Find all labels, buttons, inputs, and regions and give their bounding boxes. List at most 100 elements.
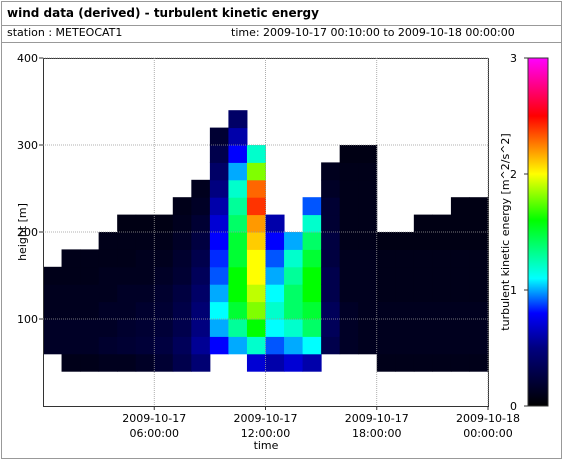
cell — [191, 232, 211, 250]
cell — [358, 266, 378, 285]
cell — [432, 284, 452, 303]
cell — [265, 214, 285, 233]
cell — [469, 214, 489, 233]
cell — [43, 301, 63, 320]
cell — [450, 232, 470, 250]
cell — [450, 319, 470, 337]
cell — [302, 353, 322, 372]
cell — [339, 284, 359, 303]
cell — [450, 301, 470, 320]
cell — [246, 284, 266, 303]
cell — [172, 197, 192, 216]
cell — [117, 353, 137, 372]
cell — [413, 301, 433, 320]
cell — [284, 301, 304, 320]
cell — [154, 266, 174, 285]
cell — [321, 214, 341, 233]
cell — [154, 214, 174, 233]
cell — [209, 284, 229, 303]
cell — [321, 232, 341, 250]
cell — [228, 249, 248, 268]
cell — [172, 301, 192, 320]
cell — [154, 353, 174, 372]
x-tick-label: 2009-10-17 06:00:00 — [122, 412, 187, 440]
cell — [413, 249, 433, 268]
cell — [432, 301, 452, 320]
colorbar-tick-label: 3 — [510, 52, 517, 65]
cell — [246, 179, 266, 198]
cell — [98, 301, 118, 320]
cell — [469, 284, 489, 303]
cell — [191, 353, 211, 372]
cell — [117, 319, 137, 337]
cell — [450, 214, 470, 233]
cell — [61, 266, 81, 285]
chart-title: wind data (derived) - turbulent kinetic … — [7, 6, 319, 20]
cell — [61, 353, 81, 372]
cell — [395, 319, 415, 337]
cell — [191, 336, 211, 355]
cell — [209, 179, 229, 198]
cell — [209, 336, 229, 355]
cell — [413, 319, 433, 337]
cell — [98, 249, 118, 268]
cell — [228, 232, 248, 250]
cell — [339, 145, 359, 163]
cell — [191, 197, 211, 216]
cell — [339, 179, 359, 198]
cell — [246, 197, 266, 216]
cell — [321, 284, 341, 303]
cell — [117, 214, 137, 233]
cell — [117, 301, 137, 320]
cell — [172, 214, 192, 233]
cell — [432, 266, 452, 285]
cell — [321, 319, 341, 337]
cell — [265, 301, 285, 320]
cell — [154, 284, 174, 303]
cell — [265, 353, 285, 372]
cell — [61, 301, 81, 320]
cell — [43, 336, 63, 355]
cell — [376, 284, 396, 303]
cell — [61, 336, 81, 355]
cell — [469, 319, 489, 337]
cell — [450, 266, 470, 285]
cell — [135, 301, 155, 320]
cell — [246, 162, 266, 181]
cell — [191, 284, 211, 303]
cell — [413, 266, 433, 285]
cell — [61, 319, 81, 337]
cell — [450, 336, 470, 355]
period: time: 2009-10-17 00:10:00 to 2009-10-18 … — [231, 26, 515, 39]
cell — [284, 249, 304, 268]
cell — [80, 266, 100, 285]
cell — [358, 145, 378, 163]
cell — [191, 179, 211, 198]
cell — [228, 284, 248, 303]
cell — [172, 319, 192, 337]
cell — [98, 336, 118, 355]
cell — [376, 266, 396, 285]
cell — [228, 266, 248, 285]
cell — [191, 266, 211, 285]
cell — [321, 266, 341, 285]
cell — [135, 214, 155, 233]
cell — [154, 319, 174, 337]
cell — [246, 319, 266, 337]
cell — [395, 232, 415, 250]
cell — [284, 353, 304, 372]
cell — [154, 232, 174, 250]
cell — [376, 336, 396, 355]
cell — [246, 336, 266, 355]
cell — [284, 232, 304, 250]
cell — [228, 127, 248, 146]
station: station : METEOCAT1 — [7, 26, 122, 39]
cell — [135, 232, 155, 250]
cell — [339, 319, 359, 337]
cell — [135, 284, 155, 303]
cell — [302, 284, 322, 303]
cell — [228, 301, 248, 320]
cell — [209, 145, 229, 163]
cell — [302, 319, 322, 337]
